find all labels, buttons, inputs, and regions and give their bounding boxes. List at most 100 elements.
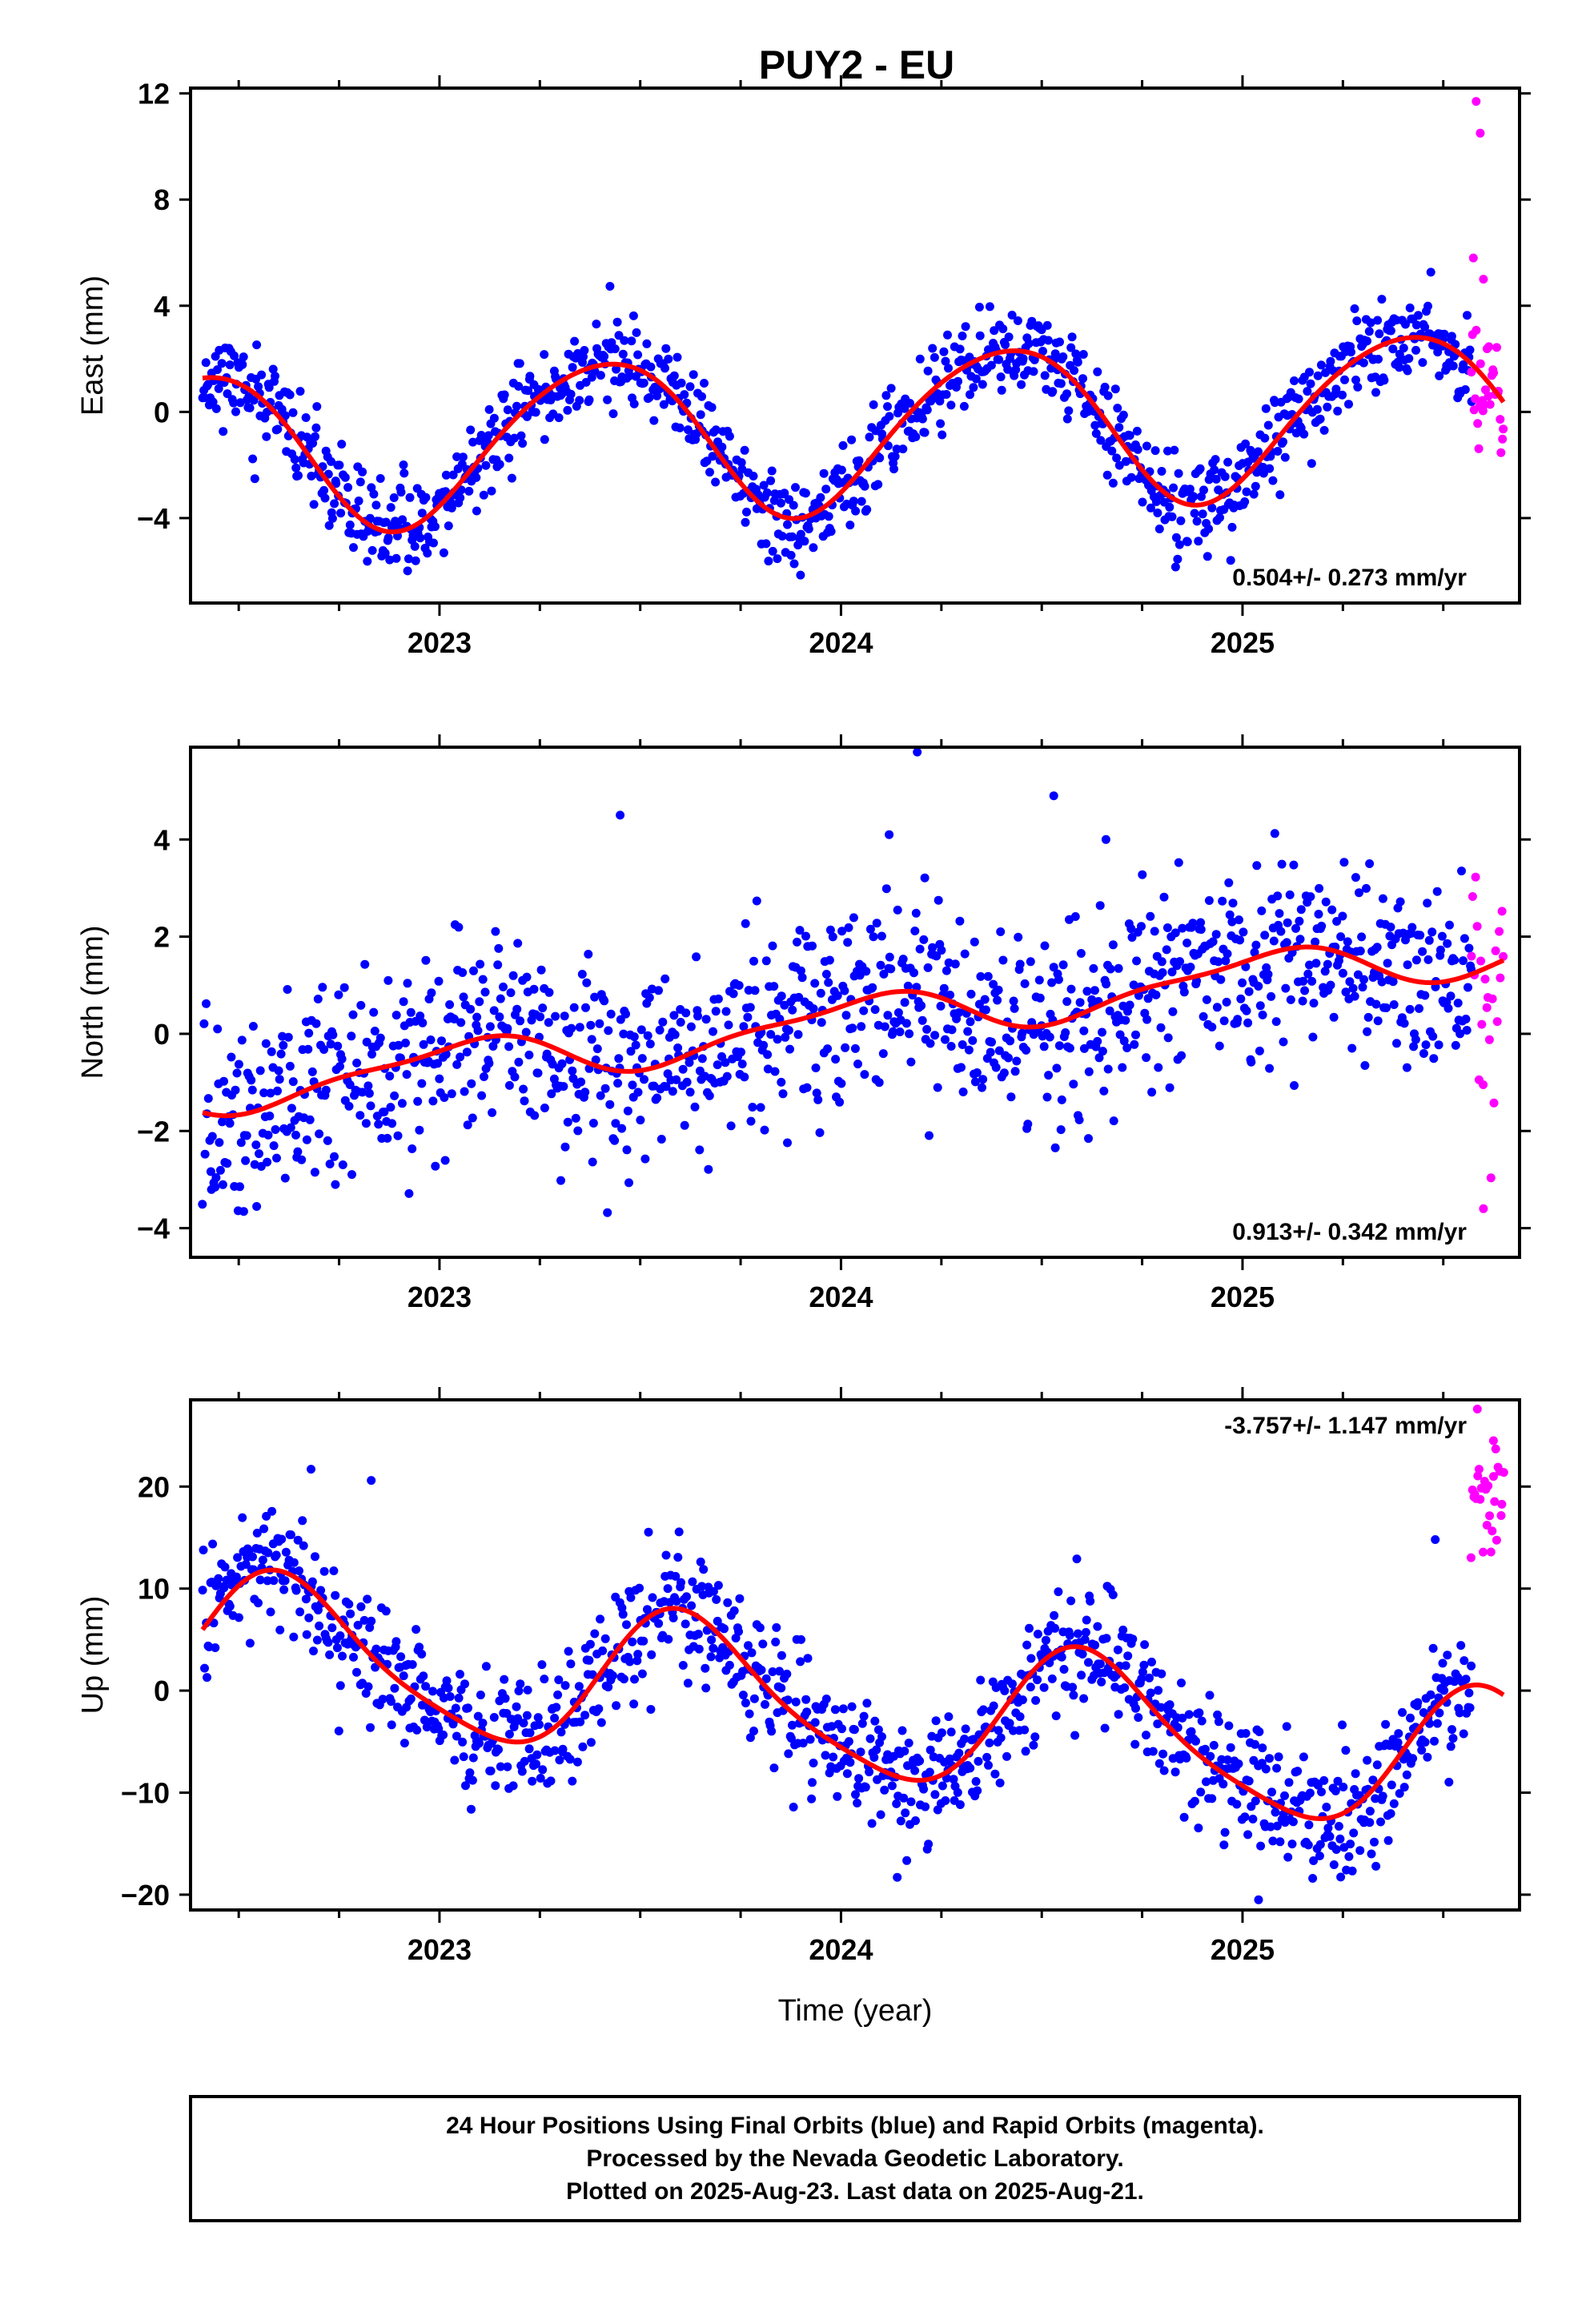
data-point	[568, 363, 577, 372]
data-point	[386, 1103, 396, 1112]
data-point	[1179, 1812, 1189, 1822]
data-point	[1411, 955, 1421, 965]
data-point	[568, 1776, 577, 1786]
data-point	[219, 1076, 228, 1086]
data-point	[711, 477, 721, 487]
data-point	[696, 1557, 705, 1566]
data-point	[1464, 1688, 1474, 1698]
data-point	[877, 931, 886, 941]
data-point	[1347, 348, 1355, 357]
data-point	[797, 1634, 805, 1644]
data-point	[978, 1083, 986, 1092]
data-point	[504, 1730, 514, 1739]
data-point	[252, 1528, 262, 1538]
data-point	[233, 1553, 243, 1562]
data-point	[805, 1735, 815, 1744]
data-point	[468, 1113, 477, 1123]
data-point	[1146, 1688, 1155, 1698]
data-point	[434, 976, 444, 986]
data-point	[1329, 1860, 1339, 1869]
data-point	[1138, 1667, 1147, 1677]
data-point	[1086, 1596, 1095, 1606]
data-point	[1315, 883, 1324, 893]
data-point	[742, 507, 751, 517]
data-point	[1159, 1766, 1169, 1775]
data-point	[520, 1756, 529, 1766]
data-point	[911, 1816, 920, 1825]
data-point	[705, 1091, 714, 1100]
data-point	[674, 1527, 684, 1537]
data-point	[500, 1694, 510, 1703]
data-point	[496, 994, 505, 1003]
data-point	[1423, 1752, 1432, 1762]
data-point	[1176, 516, 1186, 525]
data-point	[616, 810, 625, 820]
data-point	[618, 349, 628, 359]
data-point	[1325, 1831, 1335, 1841]
data-point	[1227, 522, 1237, 532]
data-point	[1415, 1003, 1423, 1013]
y-tick-label: 0	[154, 396, 170, 428]
data-point	[1110, 384, 1120, 394]
data-point	[717, 442, 727, 452]
data-point	[630, 1675, 639, 1684]
data-point	[352, 1058, 362, 1068]
data-point	[1142, 1053, 1151, 1063]
data-point	[1224, 1721, 1234, 1731]
data-point	[1421, 1040, 1431, 1050]
data-point	[816, 988, 825, 998]
data-point	[418, 1018, 428, 1027]
data-point	[808, 1778, 817, 1787]
data-point	[1074, 1115, 1084, 1124]
data-point	[849, 913, 858, 923]
velocity-rate-label: 0.504+/- 0.273 mm/yr	[1232, 565, 1467, 591]
data-point	[1290, 376, 1299, 385]
data-point	[1084, 1658, 1093, 1667]
data-point	[669, 1613, 678, 1622]
data-point	[444, 521, 453, 531]
data-point	[761, 1699, 769, 1709]
data-point	[1355, 1846, 1365, 1856]
data-point	[1376, 1817, 1385, 1827]
data-point	[749, 956, 758, 966]
data-point	[234, 1059, 243, 1069]
data-point	[1274, 1752, 1283, 1762]
data-point	[861, 967, 871, 976]
data-point	[586, 1738, 596, 1747]
data-point	[1125, 1000, 1134, 1010]
data-point	[248, 454, 258, 464]
data-point	[1251, 940, 1261, 950]
data-point	[1196, 1787, 1206, 1797]
data-point	[743, 1012, 753, 1022]
data-point	[525, 1728, 535, 1738]
data-point	[711, 425, 721, 435]
data-point	[994, 985, 1003, 995]
data-point	[493, 960, 503, 970]
data-point	[901, 1019, 911, 1028]
data-point	[293, 1147, 303, 1156]
data-point	[467, 1079, 476, 1088]
data-point	[930, 352, 939, 362]
data-point	[1261, 1764, 1271, 1774]
data-point	[862, 505, 872, 514]
data-point	[893, 1008, 903, 1017]
data-point	[617, 1124, 627, 1133]
data-point	[635, 1583, 644, 1593]
data-point	[1363, 1027, 1372, 1036]
data-point	[734, 1626, 743, 1636]
data-point	[1001, 340, 1010, 349]
data-point	[835, 1097, 845, 1107]
data-point	[307, 472, 316, 480]
data-point	[964, 1045, 974, 1055]
data-point	[1134, 1713, 1143, 1723]
data-point	[1213, 1710, 1223, 1719]
data-point	[869, 932, 878, 942]
data-point	[661, 344, 671, 353]
data-point	[791, 1697, 801, 1707]
data-point	[452, 1059, 462, 1069]
data-point	[969, 383, 978, 392]
data-point	[1197, 1716, 1207, 1726]
data-point	[553, 1690, 563, 1699]
data-point	[898, 444, 908, 454]
data-point	[1169, 483, 1178, 493]
